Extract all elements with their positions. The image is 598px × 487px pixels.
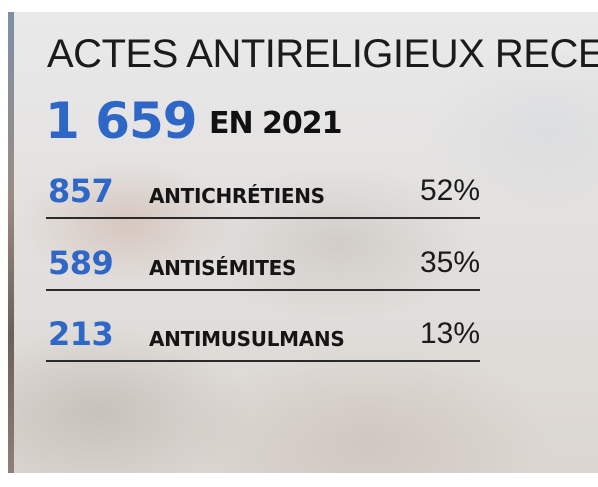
infographic-title: ACTES ANTIRELIGIEUX RECENSÉS bbox=[47, 32, 598, 76]
total-year-label: EN 2021 bbox=[209, 106, 343, 141]
total-count: 1 659 bbox=[45, 92, 198, 150]
stat-percent: 13% bbox=[419, 317, 480, 350]
row-divider bbox=[46, 360, 480, 362]
stat-category: ANTIMUSULMANS bbox=[149, 327, 345, 351]
stat-count: 589 bbox=[48, 244, 114, 282]
stat-row-antisemites: 589 ANTISÉMITES 35% bbox=[8, 244, 598, 294]
stat-category: ANTISÉMITES bbox=[149, 256, 297, 280]
stat-count: 213 bbox=[48, 315, 114, 353]
row-divider bbox=[46, 289, 480, 291]
stat-row-antimusulmans: 213 ANTIMUSULMANS 13% bbox=[8, 315, 598, 365]
stat-category: ANTICHRÉTIENS bbox=[149, 184, 325, 208]
stat-row-antichretiens: 857 ANTICHRÉTIENS 52% bbox=[8, 172, 598, 222]
stat-percent: 35% bbox=[419, 246, 480, 279]
panel-left-edge bbox=[8, 12, 14, 473]
row-divider bbox=[46, 217, 480, 219]
infographic-panel: ACTES ANTIRELIGIEUX RECENSÉS 1 659 EN 20… bbox=[8, 12, 598, 473]
stat-percent: 52% bbox=[419, 174, 480, 207]
stat-count: 857 bbox=[48, 172, 114, 210]
